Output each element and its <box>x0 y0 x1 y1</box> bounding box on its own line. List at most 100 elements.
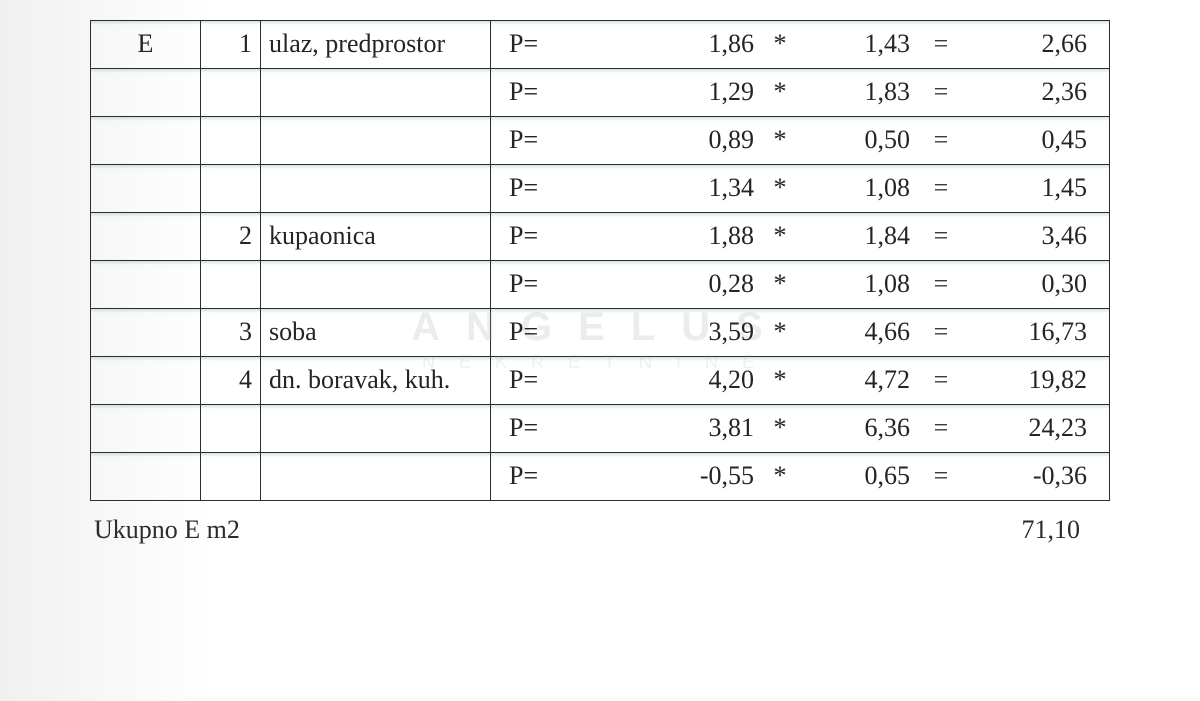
result-value: 1,45 <box>966 174 1101 201</box>
multiply-symbol: * <box>760 30 800 57</box>
dim2-value: 0,65 <box>800 462 916 489</box>
table-row: E1ulaz, predprostorP=1,86*1,43=2,66 <box>91 21 1110 69</box>
dim1-value: 3,59 <box>569 318 760 345</box>
description-cell: dn. boravak, kuh. <box>261 357 491 405</box>
page: ANGELUS NEKRETNINE E1ulaz, predprostorP=… <box>0 0 1200 701</box>
dim1-value: 1,34 <box>569 174 760 201</box>
table-row: P=0,28*1,08=0,30 <box>91 261 1110 309</box>
peq-label: P= <box>499 222 569 249</box>
index-cell <box>201 453 261 501</box>
equals-symbol: = <box>916 78 966 105</box>
table-row: 2kupaonicaP=1,88*1,84=3,46 <box>91 213 1110 261</box>
calculation-cell: P=0,28*1,08=0,30 <box>491 261 1110 309</box>
dim2-value: 1,83 <box>800 78 916 105</box>
area-calculation-table: E1ulaz, predprostorP=1,86*1,43=2,66P=1,2… <box>90 20 1110 501</box>
description-cell <box>261 453 491 501</box>
dim1-value: 0,28 <box>569 270 760 297</box>
multiply-symbol: * <box>760 270 800 297</box>
result-value: 24,23 <box>966 414 1101 441</box>
table-row: P=-0,55*0,65=-0,36 <box>91 453 1110 501</box>
dim1-value: 0,89 <box>569 126 760 153</box>
section-cell: E <box>91 21 201 69</box>
dim1-value: 1,88 <box>569 222 760 249</box>
table-row: P=1,34*1,08=1,45 <box>91 165 1110 213</box>
index-cell: 1 <box>201 21 261 69</box>
dim2-value: 4,72 <box>800 366 916 393</box>
table-row: P=0,89*0,50=0,45 <box>91 117 1110 165</box>
equals-symbol: = <box>916 174 966 201</box>
dim1-value: -0,55 <box>569 462 760 489</box>
description-cell <box>261 117 491 165</box>
index-cell <box>201 117 261 165</box>
dim2-value: 1,08 <box>800 270 916 297</box>
equals-symbol: = <box>916 414 966 441</box>
index-cell: 3 <box>201 309 261 357</box>
description-cell <box>261 261 491 309</box>
result-value: 19,82 <box>966 366 1101 393</box>
multiply-symbol: * <box>760 174 800 201</box>
total-line: Ukupno E m2 71,10 <box>90 501 1110 545</box>
index-cell <box>201 69 261 117</box>
index-cell <box>201 405 261 453</box>
description-cell: ulaz, predprostor <box>261 21 491 69</box>
calculation-cell: P=3,59*4,66=16,73 <box>491 309 1110 357</box>
multiply-symbol: * <box>760 366 800 393</box>
result-value: 0,45 <box>966 126 1101 153</box>
index-cell: 4 <box>201 357 261 405</box>
result-value: 2,36 <box>966 78 1101 105</box>
peq-label: P= <box>499 174 569 201</box>
section-cell <box>91 165 201 213</box>
peq-label: P= <box>499 462 569 489</box>
description-cell <box>261 69 491 117</box>
calculation-cell: P=1,86*1,43=2,66 <box>491 21 1110 69</box>
result-value: 2,66 <box>966 30 1101 57</box>
table-row: P=3,81*6,36=24,23 <box>91 405 1110 453</box>
dim2-value: 0,50 <box>800 126 916 153</box>
equals-symbol: = <box>916 462 966 489</box>
multiply-symbol: * <box>760 318 800 345</box>
multiply-symbol: * <box>760 462 800 489</box>
peq-label: P= <box>499 414 569 441</box>
dim1-value: 4,20 <box>569 366 760 393</box>
section-cell <box>91 357 201 405</box>
index-cell <box>201 165 261 213</box>
dim1-value: 1,86 <box>569 30 760 57</box>
calculation-cell: P=1,29*1,83=2,36 <box>491 69 1110 117</box>
section-cell <box>91 213 201 261</box>
equals-symbol: = <box>916 318 966 345</box>
dim2-value: 6,36 <box>800 414 916 441</box>
table-row: 4dn. boravak, kuh.P=4,20*4,72=19,82 <box>91 357 1110 405</box>
description-cell: kupaonica <box>261 213 491 261</box>
table-row: 3sobaP=3,59*4,66=16,73 <box>91 309 1110 357</box>
calculation-cell: P=1,88*1,84=3,46 <box>491 213 1110 261</box>
peq-label: P= <box>499 270 569 297</box>
multiply-symbol: * <box>760 126 800 153</box>
description-cell: soba <box>261 309 491 357</box>
peq-label: P= <box>499 78 569 105</box>
equals-symbol: = <box>916 126 966 153</box>
calculation-cell: P=-0,55*0,65=-0,36 <box>491 453 1110 501</box>
dim2-value: 1,08 <box>800 174 916 201</box>
table-row: P=1,29*1,83=2,36 <box>91 69 1110 117</box>
section-cell <box>91 453 201 501</box>
result-value: -0,36 <box>966 462 1101 489</box>
multiply-symbol: * <box>760 414 800 441</box>
dim2-value: 4,66 <box>800 318 916 345</box>
multiply-symbol: * <box>760 222 800 249</box>
equals-symbol: = <box>916 30 966 57</box>
peq-label: P= <box>499 30 569 57</box>
multiply-symbol: * <box>760 78 800 105</box>
calculation-cell: P=0,89*0,50=0,45 <box>491 117 1110 165</box>
section-cell <box>91 309 201 357</box>
result-value: 3,46 <box>966 222 1101 249</box>
dim1-value: 3,81 <box>569 414 760 441</box>
total-value: 71,10 <box>1022 515 1081 545</box>
equals-symbol: = <box>916 222 966 249</box>
calculation-cell: P=1,34*1,08=1,45 <box>491 165 1110 213</box>
description-cell <box>261 165 491 213</box>
dim1-value: 1,29 <box>569 78 760 105</box>
calculation-cell: P=4,20*4,72=19,82 <box>491 357 1110 405</box>
total-label: Ukupno E m2 <box>94 515 240 545</box>
result-value: 0,30 <box>966 270 1101 297</box>
section-cell <box>91 117 201 165</box>
